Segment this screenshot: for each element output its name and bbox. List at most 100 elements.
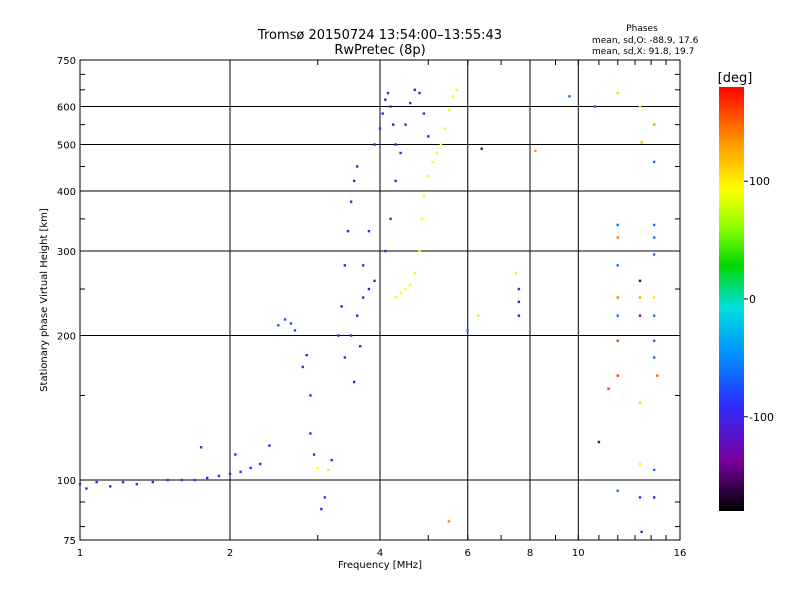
data-point [399,292,402,295]
data-point [638,401,642,404]
x-axis-ticks: 1 2 4 6 8 10 16 [77,548,687,559]
colorbar [719,87,744,511]
data-point [413,271,417,275]
data-point [616,91,619,95]
data-point [323,496,327,499]
data-point [534,149,537,153]
data-point [268,444,271,447]
data-point [381,112,384,115]
data-point [638,279,642,283]
data-point [95,480,98,484]
data-point [327,468,330,472]
data-point [289,322,293,325]
data-point [343,264,347,267]
data-point [249,466,252,470]
data-point [652,496,656,499]
data-point [389,217,392,221]
data-point [616,264,619,267]
data-point [640,530,643,534]
data-point [593,105,597,108]
data-point [655,374,659,377]
y-tick-label: 600 [57,103,76,114]
data-point [349,200,353,203]
grid-lines [79,59,681,540]
data-point [355,165,359,168]
data-point [361,296,365,299]
data-point [427,174,430,178]
data-point [121,480,125,484]
data-point [420,217,423,221]
y-tick-label: 100 [57,476,76,487]
data-point [309,394,312,397]
data-point [427,135,430,138]
data-point [283,318,287,321]
data-point [352,380,356,384]
data-point [316,466,319,470]
data-point [517,300,521,304]
data-point [640,141,643,144]
data-point [166,478,169,482]
data-point [652,236,656,239]
data-point [391,123,395,126]
data-point [597,440,601,444]
data-point [652,356,656,359]
y-tick-label: 75 [63,536,76,547]
y-tick-label: 400 [57,187,76,198]
x-tick-label: 16 [674,548,687,559]
data-point [616,489,619,492]
data-point [78,483,82,486]
x-tick-label: 1 [77,548,83,559]
y-axis-label: Stationary phase Virtual Height [km] [39,208,50,392]
data-point [616,374,619,377]
data-point [277,324,280,327]
data-point [358,345,362,348]
colorbar-tick-label: -100 [749,411,774,424]
colorbar-ticks: 100 0 -100 [744,175,774,424]
data-point [394,179,397,183]
colorbar-tick-label: 100 [749,175,770,188]
data-point [480,147,483,150]
data-point [652,468,656,472]
data-point [477,314,480,317]
colorbar-unit: [deg] [718,71,753,86]
data-point [205,476,209,480]
data-point [109,485,112,488]
data-point [451,95,455,98]
data-point [652,253,656,256]
data-point [638,462,642,466]
data-point [151,480,155,484]
data-point [320,507,323,511]
y-tick-label: 500 [57,141,76,152]
data-point [638,496,642,499]
data-point [193,478,197,482]
data-point [466,329,469,332]
x-tick-label: 8 [527,548,533,559]
data-point [239,470,242,474]
data-point [638,105,642,108]
data-point [346,229,350,233]
data-point [337,334,340,337]
data-point [435,151,438,155]
data-point [399,151,402,155]
data-point [404,287,407,291]
data-point [293,329,297,332]
data-point [517,314,521,317]
data-point [568,95,571,98]
data-point [199,446,203,449]
data-point [389,105,392,108]
data-point [431,160,434,164]
data-point [343,356,347,359]
data-point [349,334,353,337]
data-point [85,487,88,490]
data-point [616,236,619,239]
data-point [447,108,451,112]
x-tick-label: 10 [572,548,585,559]
data-point [413,88,417,92]
x-tick-label: 4 [377,548,383,559]
data-point [607,387,610,390]
data-point [330,458,333,462]
data-point [514,271,518,275]
data-point [135,483,138,486]
data-point [361,264,365,267]
